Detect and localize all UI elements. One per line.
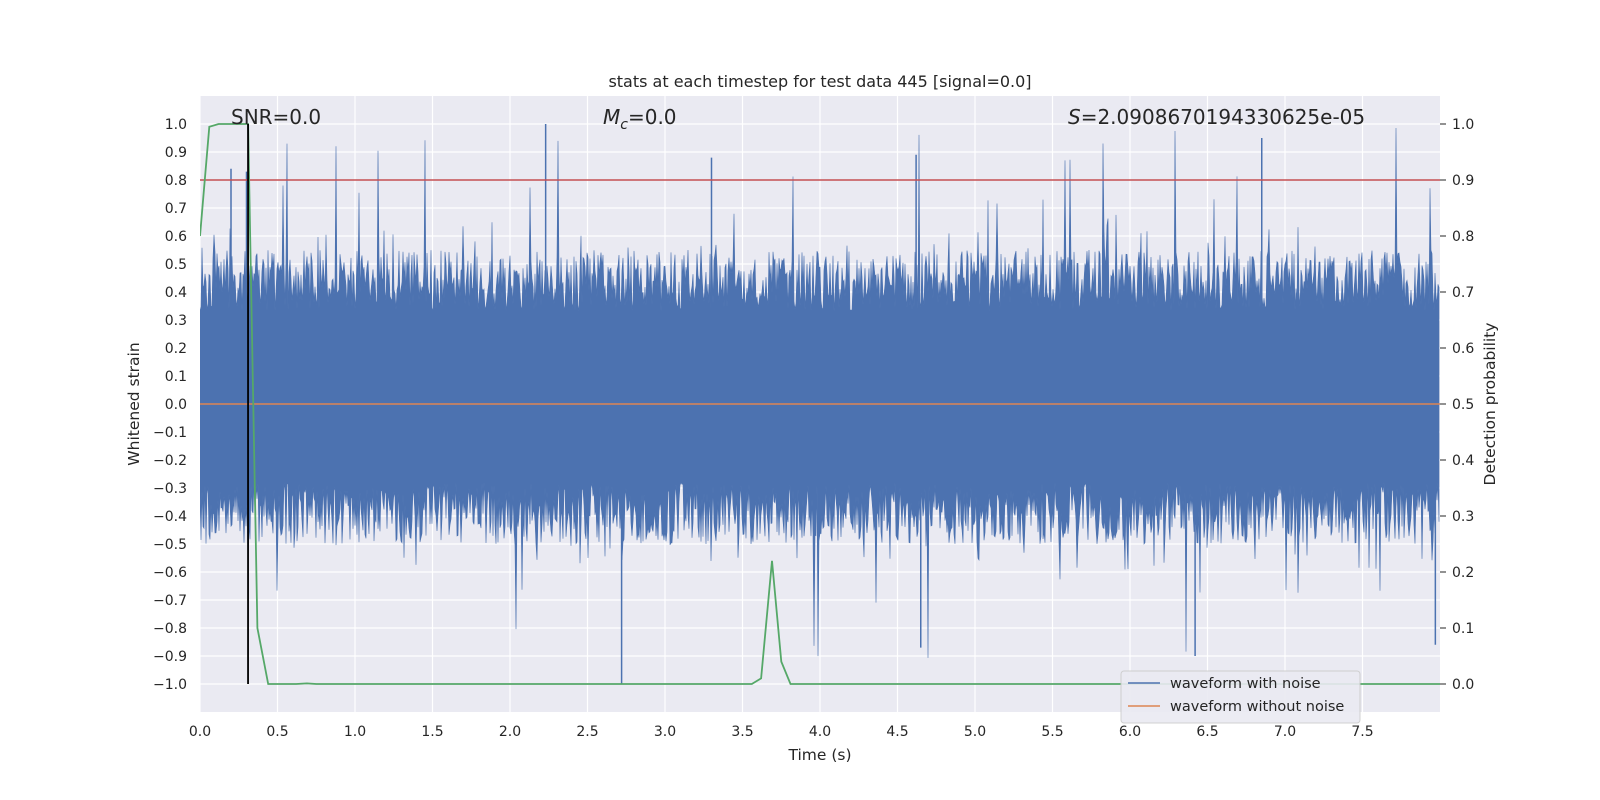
x-tick-label: 7.5 bbox=[1351, 724, 1373, 740]
x-tick-label: 2.0 bbox=[499, 724, 521, 740]
s-value: =2.0908670194330625e-05 bbox=[1081, 105, 1365, 129]
x-tick-label: 6.5 bbox=[1196, 724, 1218, 740]
x-tick-label: 6.0 bbox=[1119, 724, 1141, 740]
y2-tick-label: 0.4 bbox=[1452, 453, 1474, 469]
chirp-mass-annotation: Mc=0.0 bbox=[603, 105, 677, 133]
x-tick-label: 3.5 bbox=[731, 724, 753, 740]
y-tick-label: 0.9 bbox=[165, 145, 187, 161]
y-tick-label: −0.2 bbox=[153, 453, 187, 469]
y-axis-label: Whitened strain bbox=[125, 342, 143, 465]
mc-symbol: M bbox=[603, 105, 620, 129]
y2-tick-label: 0.2 bbox=[1452, 565, 1474, 581]
s-symbol: S bbox=[1068, 105, 1081, 129]
x-axis-label: Time (s) bbox=[787, 746, 851, 764]
y-tick-label: 0.4 bbox=[165, 285, 187, 301]
y-tick-label: −0.8 bbox=[153, 621, 187, 637]
x-tick-label: 0.5 bbox=[266, 724, 288, 740]
mc-value: =0.0 bbox=[628, 105, 677, 129]
detection-probability-line bbox=[200, 123, 1440, 685]
x-tick-label: 4.5 bbox=[886, 724, 908, 740]
y2-tick-label: 0.0 bbox=[1452, 677, 1474, 693]
x-tick-label: 1.0 bbox=[344, 724, 366, 740]
x-tick-label: 4.0 bbox=[809, 724, 831, 740]
y2-tick-label: 0.9 bbox=[1452, 173, 1474, 189]
legend-box bbox=[1120, 670, 1361, 724]
legend-label-clean: waveform without noise bbox=[1170, 699, 1344, 715]
y2-tick-label: 0.3 bbox=[1452, 509, 1474, 525]
x-tick-label: 2.5 bbox=[576, 724, 598, 740]
y-tick-label: 0.7 bbox=[165, 201, 187, 217]
y2-tick-label: 0.1 bbox=[1452, 621, 1474, 637]
y-tick-label: 1.0 bbox=[165, 117, 187, 133]
y-tick-label: −0.6 bbox=[153, 565, 187, 581]
legend-label-noise: waveform with noise bbox=[1170, 676, 1321, 692]
series-waveform-with-noise bbox=[200, 124, 1440, 684]
chart-title: stats at each timestep for test data 445… bbox=[608, 72, 1031, 91]
y-tick-label: 0.6 bbox=[165, 229, 187, 245]
y-tick-label: 0.2 bbox=[165, 341, 187, 357]
y-tick-label: 0.5 bbox=[165, 257, 187, 273]
y-tick-label: −1.0 bbox=[153, 677, 187, 693]
s-annotation: S=2.0908670194330625e-05 bbox=[1068, 105, 1365, 129]
y-tick-label: 0.3 bbox=[165, 313, 187, 329]
y2-axis-label: Detection probability bbox=[1481, 323, 1499, 486]
y-tick-label: 0.1 bbox=[165, 369, 187, 385]
x-tick-label: 5.5 bbox=[1041, 724, 1063, 740]
snr-annotation: SNR=0.0 bbox=[231, 105, 321, 129]
y-tick-label: −0.4 bbox=[153, 509, 187, 525]
x-tick-label: 1.5 bbox=[421, 724, 443, 740]
x-axis-ticks: 0.0 0.5 1.0 1.5 2.0 2.5 3.0 3.5 4.0 4.5 5.0 5.5 6.0 6… bbox=[189, 724, 1374, 740]
y-tick-label: −0.7 bbox=[153, 593, 187, 609]
series-detection-probability bbox=[200, 123, 1440, 685]
y-tick-label: −0.3 bbox=[153, 481, 187, 497]
y2-tick-label: 0.7 bbox=[1452, 285, 1474, 301]
y-tick-label: −0.9 bbox=[153, 649, 187, 665]
y-tick-label: −0.1 bbox=[153, 425, 187, 441]
noise-waveform-envelope bbox=[200, 127, 1440, 658]
x-tick-label: 0.0 bbox=[189, 724, 211, 740]
legend: waveform with noise waveform without noi… bbox=[1120, 670, 1361, 724]
y2-tick-label: 1.0 bbox=[1452, 117, 1474, 133]
y-tick-label: −0.5 bbox=[153, 537, 187, 553]
y-tick-label: 0.0 bbox=[165, 397, 187, 413]
mc-subscript: c bbox=[620, 117, 628, 133]
y-tick-label: 0.8 bbox=[165, 173, 187, 189]
y2-tick-label: 0.8 bbox=[1452, 229, 1474, 245]
x-tick-label: 7.0 bbox=[1274, 724, 1296, 740]
y-axis-ticks: 1.0 0.9 0.8 0.7 0.6 0.5 0.4 0.3 0.2 0.1 0.0 −0.1 −0.… bbox=[153, 117, 187, 693]
y2-axis-ticks: 1.0 0.9 0.8 0.7 0.6 0.5 0.4 0.3 0.2 0.1 0.0 bbox=[1440, 117, 1474, 693]
x-tick-label: 3.0 bbox=[654, 724, 676, 740]
y2-tick-label: 0.6 bbox=[1452, 341, 1474, 357]
x-tick-label: 5.0 bbox=[964, 724, 986, 740]
y2-tick-label: 0.5 bbox=[1452, 397, 1474, 413]
